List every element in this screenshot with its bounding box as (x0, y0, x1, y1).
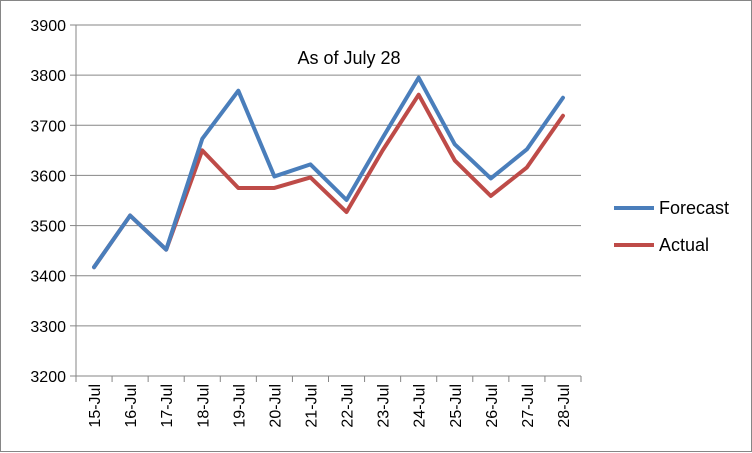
x-tick-label: 27-Jul (520, 384, 537, 428)
legend: Forecast Actual (614, 198, 729, 255)
y-tick-label: 3500 (30, 219, 66, 236)
x-tick-label: 21-Jul (303, 384, 320, 428)
gridlines (76, 24, 581, 327)
x-tick-label: 18-Jul (195, 384, 212, 428)
x-tick-label: 22-Jul (340, 384, 357, 428)
x-tick-label: 19-Jul (231, 384, 248, 428)
axes (70, 24, 582, 382)
y-tick-label: 3900 (30, 18, 66, 35)
series-line-forecast (92, 75, 565, 270)
x-tick-label: 28-Jul (556, 384, 573, 428)
legend-label-forecast: Forecast (659, 198, 729, 218)
x-tick-label: 20-Jul (267, 384, 284, 428)
y-tick-label: 3300 (30, 319, 66, 336)
x-tick-label: 16-Jul (123, 384, 140, 428)
x-tick-label: 25-Jul (448, 384, 465, 428)
y-tick-label: 3400 (30, 269, 66, 286)
x-tick-labels: 15-Jul 16-Jul 17-Jul 18-Jul 19-Jul 20-Jul 21-J… (87, 384, 573, 428)
chart-title: As of July 28 (297, 48, 400, 68)
x-tick-label: 24-Jul (412, 384, 429, 428)
y-tick-label: 3700 (30, 118, 66, 135)
y-tick-label: 3800 (30, 68, 66, 85)
x-tick-label: 26-Jul (484, 384, 501, 428)
legend-label-actual: Actual (659, 235, 709, 255)
y-tick-labels: 3200 3300 3400 3500 3600 3700 3800 3900 (30, 18, 66, 386)
x-tick-label: 23-Jul (376, 384, 393, 428)
y-tick-label: 3200 (30, 369, 66, 386)
series-lines (92, 75, 565, 270)
y-tick-label: 3600 (30, 168, 66, 185)
x-tick-label: 15-Jul (87, 384, 104, 428)
x-tick-label: 17-Jul (159, 384, 176, 428)
